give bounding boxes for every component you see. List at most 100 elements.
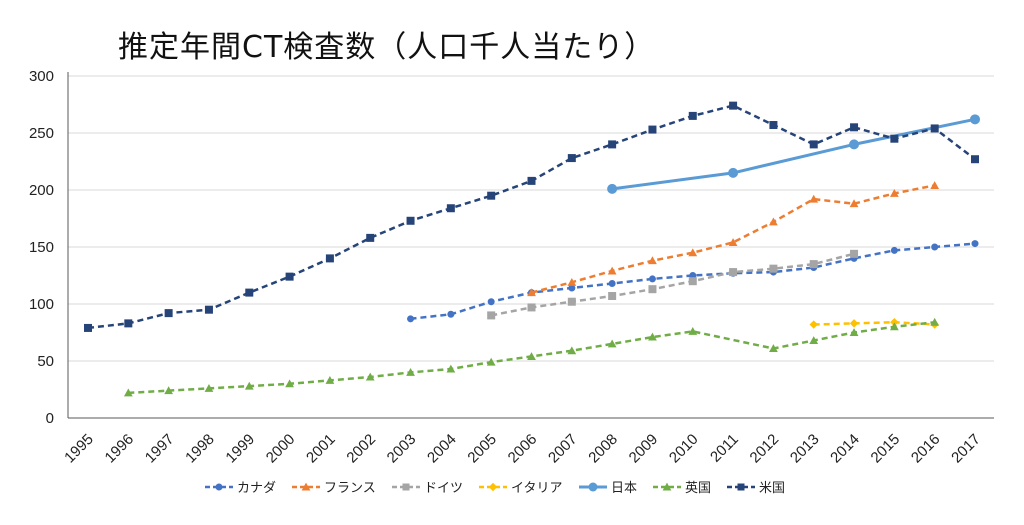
data-point (688, 326, 698, 335)
series-line (128, 320, 935, 395)
y-tick-label: 150 (29, 239, 54, 256)
x-tick-label: 2015 (868, 431, 904, 467)
data-point (971, 155, 979, 164)
x-tick-label: 2009 (626, 431, 662, 467)
y-tick-label: 300 (29, 68, 54, 85)
data-point (567, 154, 576, 163)
data-point (930, 124, 939, 133)
data-point (930, 317, 940, 326)
data-point (486, 357, 496, 366)
x-tick-label: 2016 (908, 431, 944, 467)
data-point (809, 260, 818, 269)
legend-marker (402, 483, 410, 491)
data-point (930, 181, 940, 189)
data-point (123, 388, 133, 397)
x-tick-label: 2003 (384, 431, 420, 467)
data-point (850, 249, 859, 258)
data-point (809, 320, 818, 329)
data-point (608, 140, 617, 149)
y-tick-label: 50 (37, 353, 54, 370)
data-point (648, 285, 657, 294)
data-point (648, 125, 657, 134)
data-point (849, 319, 859, 328)
data-point (889, 189, 899, 197)
data-point (607, 266, 617, 275)
series-line (531, 184, 935, 294)
legend-label: フランス (324, 481, 376, 496)
legend-label: 日本 (611, 481, 637, 496)
x-tick-label: 2002 (343, 431, 379, 467)
x-tick-label: 2008 (585, 431, 621, 467)
y-tick-label: 100 (29, 296, 54, 313)
data-point (607, 183, 618, 194)
data-point (729, 268, 738, 277)
data-point (608, 292, 617, 301)
series-line (490, 252, 855, 317)
data-point (487, 298, 495, 306)
legend-item: イタリア (479, 481, 562, 496)
x-tick-label: 1998 (182, 431, 218, 467)
x-tick-label: 2000 (263, 431, 299, 467)
data-point (325, 254, 334, 263)
data-point (84, 323, 92, 332)
legend-item: カナダ (205, 481, 276, 496)
legend-item: 英国 (653, 481, 711, 496)
legend-item: 米国 (727, 481, 785, 496)
data-point (970, 114, 980, 125)
legend: カナダ フランス ドイツ イタリア 日本 英国 米国 (205, 481, 785, 496)
x-tick-label: 2011 (707, 431, 742, 466)
data-point (769, 217, 778, 226)
data-point (124, 319, 133, 328)
data-point (849, 328, 859, 336)
x-tick-label: 2001 (303, 431, 339, 467)
y-tick-label: 0 (46, 410, 54, 427)
x-tick-label: 2010 (666, 431, 702, 467)
legend-marker (588, 482, 598, 492)
legend-label: ドイツ (424, 481, 463, 496)
data-point (769, 121, 778, 130)
data-point (648, 256, 657, 265)
series-3 (809, 318, 939, 329)
data-point (607, 339, 617, 348)
legend-marker (488, 482, 498, 492)
series-lines (84, 101, 980, 397)
legend-item: フランス (292, 481, 376, 496)
data-point (446, 364, 456, 373)
y-tick-label: 250 (29, 125, 54, 142)
x-tick-label: 2004 (424, 431, 460, 467)
data-point (809, 140, 818, 149)
x-tick-label: 2007 (545, 431, 581, 467)
x-tick-label: 2005 (464, 431, 500, 467)
data-point (648, 332, 657, 341)
series-1 (527, 181, 940, 297)
data-point (406, 216, 415, 225)
data-point (447, 310, 455, 318)
x-tick-label: 2006 (505, 431, 541, 467)
data-point (769, 264, 778, 273)
data-point (849, 199, 859, 208)
data-point (204, 383, 214, 392)
data-point (890, 318, 899, 327)
legend-marker (215, 483, 223, 491)
x-tick-label: 1999 (222, 431, 258, 467)
data-point (729, 101, 738, 110)
x-tick-label: 2017 (948, 431, 984, 467)
chart-title: 推定年間CT検査数（人口千人当たり） (118, 30, 656, 65)
data-point (889, 322, 899, 331)
data-point (567, 277, 577, 286)
data-point (931, 243, 939, 251)
y-tick-label: 200 (29, 182, 54, 199)
legend-marker (737, 483, 745, 491)
x-tick-label: 2013 (787, 431, 823, 467)
legend-item: ドイツ (392, 481, 463, 496)
x-tick-label: 2014 (827, 431, 863, 467)
data-point (204, 305, 213, 314)
series-4 (607, 114, 980, 194)
data-point (325, 376, 335, 384)
data-point (407, 315, 415, 323)
series-line (813, 320, 935, 326)
data-point (688, 111, 697, 120)
x-tick-label: 1995 (61, 431, 97, 467)
series-6 (84, 101, 979, 332)
